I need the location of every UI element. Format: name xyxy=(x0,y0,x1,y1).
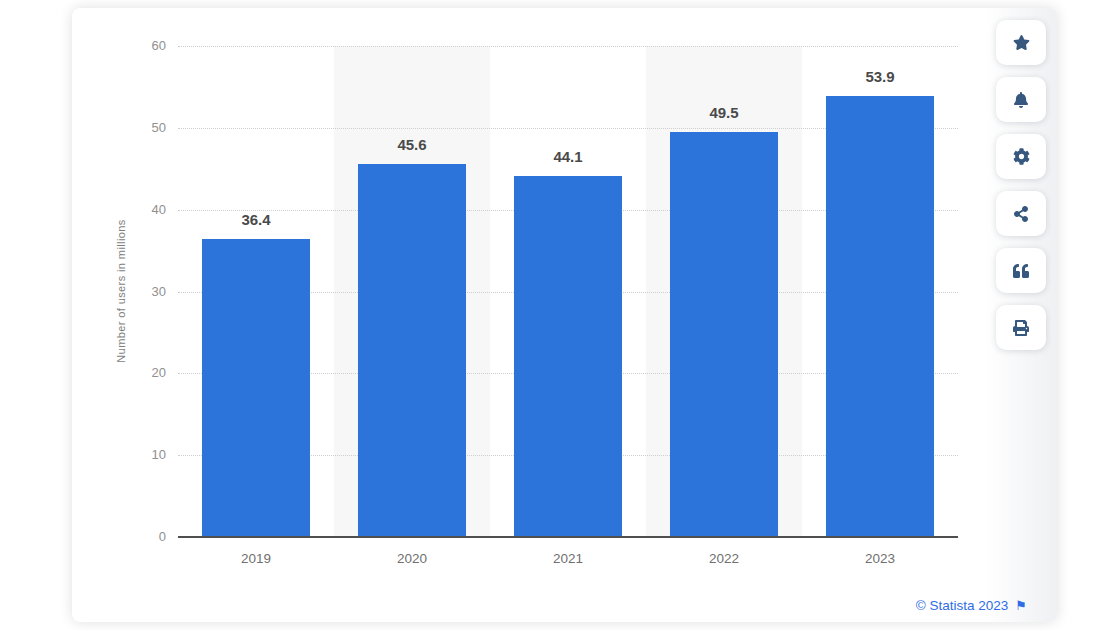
quote-icon xyxy=(1013,263,1029,279)
bar-value-label: 44.1 xyxy=(490,148,646,165)
bar-2020[interactable] xyxy=(358,164,466,537)
statista-attribution-link[interactable]: © Statista 2023 xyxy=(916,598,1009,613)
favorite-button[interactable] xyxy=(996,20,1046,65)
bar-value-label: 36.4 xyxy=(178,211,334,228)
share-icon xyxy=(1013,206,1029,222)
action-toolbar xyxy=(985,8,1057,622)
x-axis-label: 2020 xyxy=(334,551,490,566)
bar-2023[interactable] xyxy=(826,96,934,537)
settings-button[interactable] xyxy=(996,134,1046,179)
printer-icon xyxy=(1013,320,1029,336)
plot-area: 36.4 45.644.1 49.5 53.9 xyxy=(178,46,958,537)
y-tick-label: 50 xyxy=(100,120,166,135)
bar-2019[interactable] xyxy=(202,239,310,537)
bar-2022[interactable] xyxy=(670,132,778,537)
y-tick-label: 40 xyxy=(100,202,166,217)
y-tick-label: 60 xyxy=(100,38,166,53)
bar-value-label: 45.6 xyxy=(334,136,490,153)
attribution-footer: © Statista 2023 ⚑ xyxy=(916,598,1027,613)
statista-chart-card: Number of users in millions 010203040506… xyxy=(72,8,1057,622)
y-tick-label: 0 xyxy=(100,529,166,544)
notification-button[interactable] xyxy=(996,77,1046,122)
y-axis: 0 10 20 30 40 50 60 xyxy=(100,8,166,568)
cite-button[interactable] xyxy=(996,248,1046,293)
star-icon xyxy=(1013,34,1030,51)
flag-icon[interactable]: ⚑ xyxy=(1015,599,1027,612)
x-axis-label: 2019 xyxy=(178,551,334,566)
bar-value-label: 49.5 xyxy=(646,104,802,121)
bar-2021[interactable] xyxy=(514,176,622,537)
bar-value-label: 53.9 xyxy=(802,68,958,85)
gridline-60 xyxy=(178,46,958,47)
x-axis-label: 2021 xyxy=(490,551,646,566)
gear-icon xyxy=(1013,148,1030,165)
x-axis-label: 2022 xyxy=(646,551,802,566)
x-axis-line xyxy=(178,536,958,538)
share-button[interactable] xyxy=(996,191,1046,236)
y-tick-label: 10 xyxy=(100,447,166,462)
y-tick-label: 20 xyxy=(100,365,166,380)
x-axis-label: 2023 xyxy=(802,551,958,566)
y-tick-label: 30 xyxy=(100,284,166,299)
print-button[interactable] xyxy=(996,305,1046,350)
bell-icon xyxy=(1013,92,1029,108)
x-axis: 20192020202120222023 xyxy=(178,551,958,571)
